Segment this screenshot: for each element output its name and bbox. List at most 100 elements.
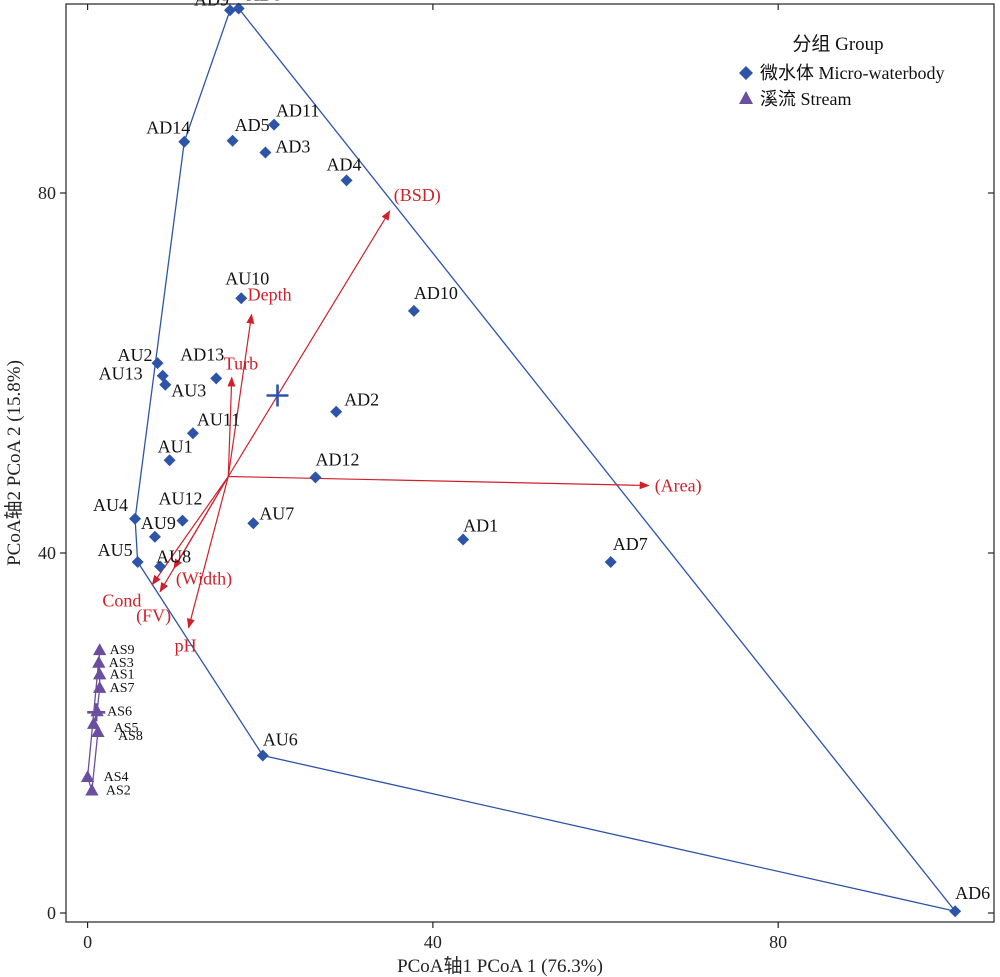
data-point bbox=[93, 681, 107, 693]
x-tick-label: 40 bbox=[424, 932, 442, 952]
data-point bbox=[340, 174, 353, 187]
point-label: AD13 bbox=[180, 344, 224, 364]
point-label: AU9 bbox=[141, 513, 176, 533]
x-tick-label: 0 bbox=[83, 932, 92, 952]
point-label: AU8 bbox=[156, 547, 191, 567]
point-label: AU7 bbox=[259, 503, 294, 523]
point-label: AU4 bbox=[93, 495, 128, 515]
point-label: AD14 bbox=[146, 118, 190, 138]
x-axis-label: PCoA轴1 PCoA 1 (76.3%) bbox=[397, 955, 603, 977]
legend-marker bbox=[739, 66, 753, 80]
x-tick-label: 80 bbox=[769, 932, 787, 952]
data-point bbox=[131, 556, 144, 568]
data-point bbox=[92, 655, 106, 668]
legend-label: 微水体 Micro-waterbody bbox=[760, 63, 944, 83]
legend-label: 溪流 Stream bbox=[760, 89, 852, 109]
point-label: AS3 bbox=[109, 656, 134, 671]
data-point bbox=[259, 146, 272, 159]
point-label: AD10 bbox=[414, 283, 458, 303]
y-tick-label: 40 bbox=[38, 543, 56, 563]
y-tick-label: 0 bbox=[47, 903, 56, 923]
data-point bbox=[80, 770, 95, 782]
point-label: AD3 bbox=[275, 137, 310, 157]
y-tick-label: 80 bbox=[38, 183, 56, 203]
legend-marker bbox=[739, 91, 753, 104]
data-point bbox=[210, 372, 223, 385]
data-point bbox=[309, 471, 322, 484]
data-point bbox=[159, 378, 172, 391]
env-vector-label: pH bbox=[175, 636, 197, 656]
point-label: AD11 bbox=[276, 101, 319, 121]
env-vector-arrow bbox=[227, 313, 255, 477]
env-vector-label: Turb bbox=[224, 354, 258, 374]
env-vector-label: Depth bbox=[248, 285, 292, 305]
env-vector-arrow bbox=[227, 376, 236, 477]
data-point bbox=[85, 783, 99, 796]
data-point bbox=[156, 369, 169, 382]
data-point bbox=[256, 749, 269, 762]
point-label: AD1 bbox=[463, 516, 498, 536]
axes-layer: 0 40 80 0 40 80 PCoA轴1 PCoA 1 (76.3%) PCoA轴2 PC… bbox=[3, 3, 995, 977]
data-point bbox=[93, 667, 107, 680]
point-label: AS5 bbox=[114, 721, 139, 736]
legend: 分组 Group 微水体 Micro-waterbody 溪流 Stream bbox=[739, 33, 944, 109]
point-label: AS1 bbox=[110, 668, 135, 683]
data-point bbox=[176, 514, 189, 527]
point-label: AS9 bbox=[110, 643, 135, 658]
env-vector-label: (Width) bbox=[176, 568, 232, 589]
data-point bbox=[178, 135, 191, 148]
legend-title: 分组 Group bbox=[792, 33, 883, 55]
point-label: AS4 bbox=[104, 770, 129, 785]
data-point bbox=[86, 717, 101, 729]
y-axis-label: PCoA轴2 PCoA 2 (15.8%) bbox=[3, 360, 25, 566]
point-label: AD12 bbox=[315, 449, 359, 469]
env-vector-arrow bbox=[228, 475, 650, 490]
point-label: AD2 bbox=[344, 390, 379, 410]
env-vector-label: Cond bbox=[102, 591, 141, 611]
hull-layer bbox=[86, 7, 957, 913]
point-label: AU12 bbox=[159, 489, 203, 509]
env-vector-label: (Area) bbox=[655, 476, 702, 497]
point-label: AU11 bbox=[197, 409, 240, 429]
data-point bbox=[154, 560, 167, 573]
point-label: AD7 bbox=[613, 534, 648, 554]
vector-layer: (BSD) Depth Turb (Area) (Width) Cond(FV)pH bbox=[102, 185, 701, 656]
data-point bbox=[226, 134, 239, 147]
point-label: AS8 bbox=[118, 729, 143, 744]
point-label: AU1 bbox=[158, 436, 193, 456]
point-label: AU6 bbox=[263, 730, 298, 750]
point-label: AD9 bbox=[194, 0, 229, 9]
env-vector-label: (BSD) bbox=[394, 185, 441, 206]
data-point bbox=[232, 2, 245, 15]
data-point bbox=[151, 357, 164, 370]
point-label: AD8 bbox=[247, 0, 282, 5]
data-point bbox=[268, 118, 281, 131]
data-point bbox=[91, 725, 105, 737]
group-centroid bbox=[266, 384, 289, 407]
data-point bbox=[457, 533, 470, 546]
point-label: AU13 bbox=[99, 364, 143, 384]
point-label: AU5 bbox=[98, 540, 133, 560]
data-point bbox=[163, 454, 176, 467]
point-label: AD5 bbox=[235, 115, 270, 135]
data-point bbox=[604, 556, 617, 568]
point-label: AS2 bbox=[106, 784, 131, 799]
data-point bbox=[148, 530, 161, 543]
data-point bbox=[224, 4, 237, 17]
group-hull bbox=[134, 7, 957, 913]
env-vector-arrow bbox=[227, 210, 391, 477]
data-point bbox=[129, 512, 142, 525]
point-label: AS7 bbox=[110, 681, 135, 696]
data-point bbox=[235, 292, 248, 305]
data-point bbox=[407, 304, 420, 317]
data-point bbox=[247, 517, 260, 530]
data-point bbox=[93, 643, 107, 656]
plot-frame bbox=[65, 3, 995, 923]
point-label: AS6 bbox=[107, 704, 132, 719]
env-vector-arrow bbox=[186, 476, 229, 629]
point-label: AD6 bbox=[955, 883, 990, 903]
point-label: AD4 bbox=[327, 154, 362, 174]
point-label: AU3 bbox=[171, 381, 206, 401]
